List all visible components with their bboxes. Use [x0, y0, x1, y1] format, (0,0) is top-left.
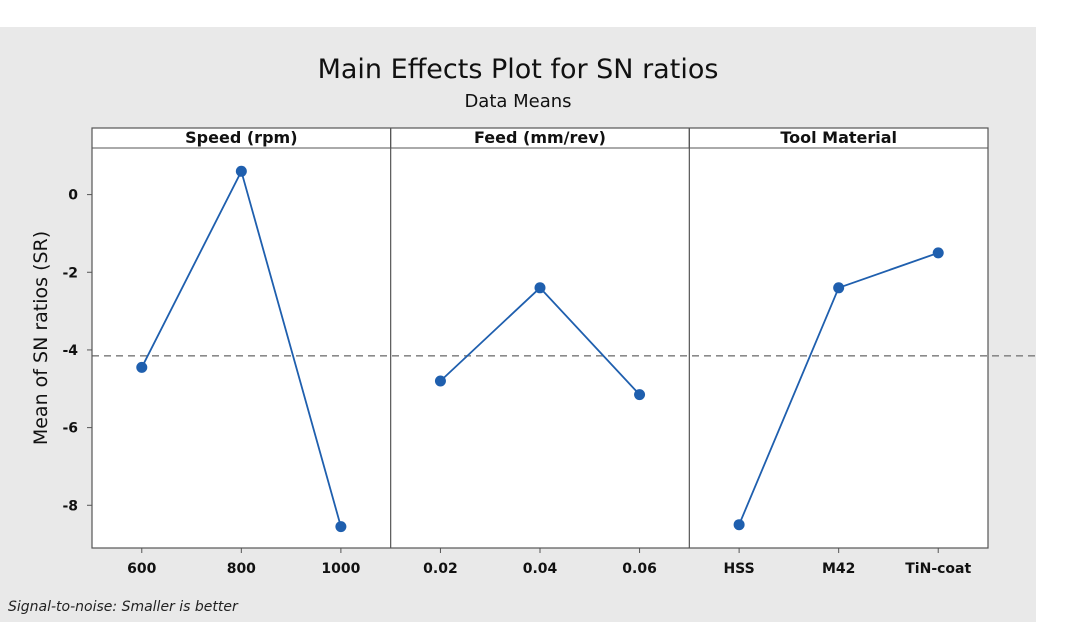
x-tick-label: 800: [227, 561, 256, 577]
panel-strip-label: Feed (mm/rev): [474, 128, 606, 147]
x-tick-label: 0.02: [423, 561, 458, 577]
y-axis-label: Mean of SN ratios (SR): [30, 231, 52, 445]
data-point: [932, 247, 944, 259]
footnote: Signal-to-noise: Smaller is better: [8, 599, 239, 615]
y-tick-label: -6: [62, 421, 78, 437]
x-tick-label: TiN-coat: [905, 561, 971, 577]
data-point: [235, 165, 247, 177]
x-tick-label: 0.06: [622, 561, 657, 577]
data-point: [634, 389, 646, 401]
y-tick-label: -2: [62, 265, 78, 281]
data-point: [733, 519, 745, 531]
panel-strip-label: Tool Material: [780, 128, 897, 147]
chart-title: Main Effects Plot for SN ratios: [318, 54, 719, 85]
x-tick-label: 600: [127, 561, 156, 577]
x-tick-label: 0.04: [523, 561, 558, 577]
x-tick-label: 1000: [321, 561, 360, 577]
panel-background: [689, 148, 988, 548]
data-point: [534, 282, 546, 294]
data-point: [335, 521, 347, 533]
data-point: [136, 361, 148, 373]
panel-strip-label: Speed (rpm): [185, 128, 297, 147]
y-tick-label: 0: [68, 188, 78, 204]
data-point: [833, 282, 845, 294]
x-tick-label: M42: [822, 561, 855, 577]
x-tick-label: HSS: [723, 561, 754, 577]
y-tick-label: -4: [62, 343, 78, 359]
panel-background: [390, 148, 690, 548]
y-tick-label: -8: [62, 498, 78, 514]
data-point: [434, 375, 446, 387]
panel-background: [92, 148, 391, 548]
chart-subtitle: Data Means: [464, 91, 571, 112]
